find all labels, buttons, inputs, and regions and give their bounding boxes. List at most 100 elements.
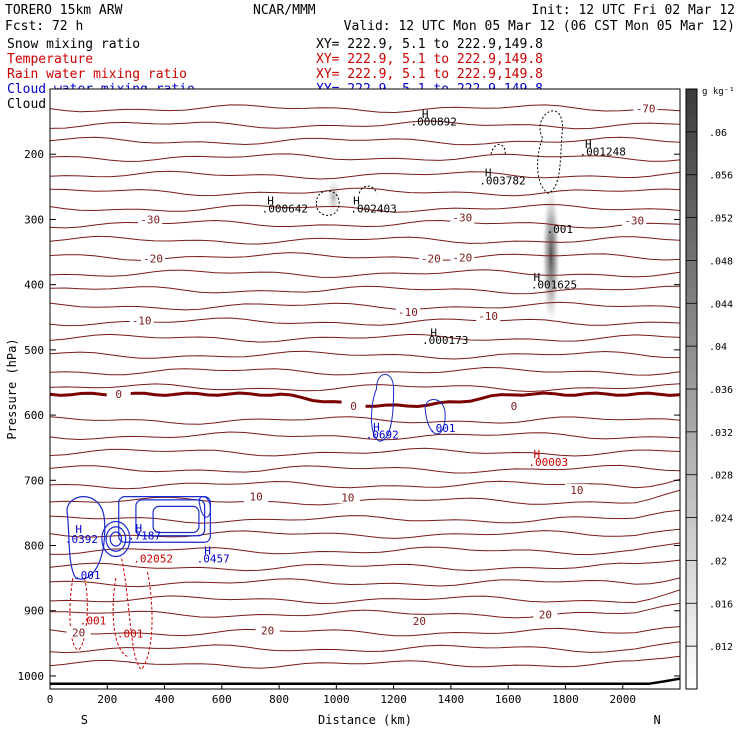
isotherm	[50, 269, 680, 278]
colorbar-tick-label: .016	[709, 599, 733, 610]
x-tick-label: 200	[97, 693, 117, 706]
temperature-label-bg	[141, 252, 166, 265]
isotherm	[50, 509, 680, 524]
colorbar-tick-label: .06	[709, 128, 727, 139]
isotherm	[50, 447, 680, 457]
h-marker: H	[373, 421, 380, 434]
max-value-label: .0392	[65, 533, 98, 546]
h-marker: H	[585, 138, 592, 151]
temperature-label-bg	[106, 388, 131, 401]
max-value-label: .001625	[531, 279, 577, 292]
temperature-label: 20	[66, 626, 91, 639]
temperature-label: -30	[622, 214, 647, 228]
x-tick-label: 400	[155, 693, 175, 706]
h-marker: H	[135, 522, 142, 535]
temperature-label: -20	[450, 251, 475, 264]
colorbar-tick-label: .036	[709, 385, 733, 396]
max-value-label: .00003	[528, 456, 568, 469]
temperature-label-text: 20	[413, 615, 426, 628]
isotherm	[50, 333, 680, 343]
isotherm	[50, 589, 680, 605]
temperature-label-bg	[395, 306, 420, 319]
colorbar-tick-label: .056	[709, 171, 733, 182]
model-title: TORERO 15km ARW	[5, 3, 123, 18]
temperature-label-text: 0	[115, 388, 122, 401]
temperature-label: -20	[418, 252, 443, 266]
x-tick-label: 1800	[552, 693, 579, 706]
temperature-label-text: 20	[261, 624, 274, 637]
temperature-label: 0	[501, 399, 526, 413]
temperature-label-bg	[450, 251, 475, 264]
temperature-label-text: 0	[511, 400, 518, 413]
snow-contour	[358, 185, 377, 194]
temperature-label: 20	[255, 624, 280, 637]
temperature-label-bg	[255, 624, 280, 637]
temperature-label-bg	[476, 309, 501, 322]
colorbar-tick-label: .04	[709, 342, 727, 353]
max-value-label: .0457	[197, 553, 230, 566]
colorbar-tick-label: .028	[709, 471, 733, 482]
temperature-label-text: 0	[350, 400, 357, 413]
field-xy: XY= 222.9, 5.1 to 222.9,149.8	[316, 52, 543, 67]
isotherm	[50, 626, 680, 637]
max-value-label: .001	[546, 223, 573, 236]
field-label: Rain water mixing ratio	[7, 67, 187, 82]
isotherm	[50, 542, 680, 556]
max-value-label: .001248	[580, 146, 626, 159]
y-tick-label: 400	[24, 279, 44, 292]
colorbar-tick-label: .052	[709, 214, 733, 225]
colorbar-unit: g kg⁻¹	[702, 87, 735, 97]
x-tick-label: 600	[212, 693, 232, 706]
cloud-water-contour	[198, 496, 211, 518]
temperature-label-text: -10	[132, 315, 152, 328]
isotherm	[50, 153, 680, 162]
h-marker: H	[422, 108, 429, 121]
temperature-label-text: -10	[478, 310, 498, 323]
y-tick-label: 900	[24, 605, 44, 618]
forecast-hour: Fcst: 72 h	[5, 19, 83, 34]
cloud-water-contour	[105, 526, 127, 552]
h-marker: H	[204, 545, 211, 558]
colorbar: .012 .016 .02 .024 .028 .032 .036 .04 .044 .048 .0…	[685, 87, 735, 690]
colorbar-tick-label: .012	[709, 642, 733, 653]
y-tick-label: 1000	[18, 670, 45, 683]
h-marker: H	[353, 195, 360, 208]
isotherm	[50, 285, 680, 295]
max-value-label: .003782	[479, 174, 525, 187]
temperature-label-text: -20	[421, 253, 441, 266]
x-tick-label: 800	[269, 693, 289, 706]
isotherm	[50, 350, 680, 360]
temperature-label: -10	[395, 306, 420, 319]
isotherm	[50, 120, 680, 130]
temperature-label-bg	[633, 102, 658, 115]
temperature-label-bg	[341, 399, 366, 412]
y-tick-label: 300	[24, 213, 44, 226]
isotherm	[50, 602, 680, 619]
temperature-label: 10	[244, 490, 269, 504]
colorbar-tick-label: .02	[709, 556, 727, 567]
y-tick-label: 800	[24, 540, 44, 553]
endpoint-left: S	[81, 713, 88, 727]
temperature-label: 20	[407, 615, 432, 628]
field-xy: XY= 222.9, 5.1 to 222.9,149.8	[316, 37, 543, 52]
isotherm	[50, 655, 680, 669]
max-value-label: .001	[117, 628, 144, 641]
x-tick-label: 0	[47, 693, 54, 706]
colorbar-tick-label: .048	[709, 256, 733, 267]
isotherm	[50, 170, 680, 180]
temperature-label: -30	[138, 213, 163, 226]
temperature-label-text: -30	[452, 211, 472, 224]
colorbar-tick-label: .032	[709, 428, 733, 439]
isotherm	[50, 416, 680, 425]
field-xy: XY= 222.9, 5.1 to 222.9,149.8	[316, 67, 543, 82]
isotherm	[50, 431, 680, 441]
snow-shading	[326, 176, 341, 217]
isotherm	[50, 383, 680, 393]
temperature-label-bg	[138, 213, 163, 226]
isotherm	[50, 559, 680, 572]
temperature-label-text: -10	[398, 306, 418, 319]
y-tick-label: 600	[24, 409, 44, 422]
temperature-label-bg	[501, 399, 526, 412]
x-tick-label: 1000	[323, 693, 350, 706]
